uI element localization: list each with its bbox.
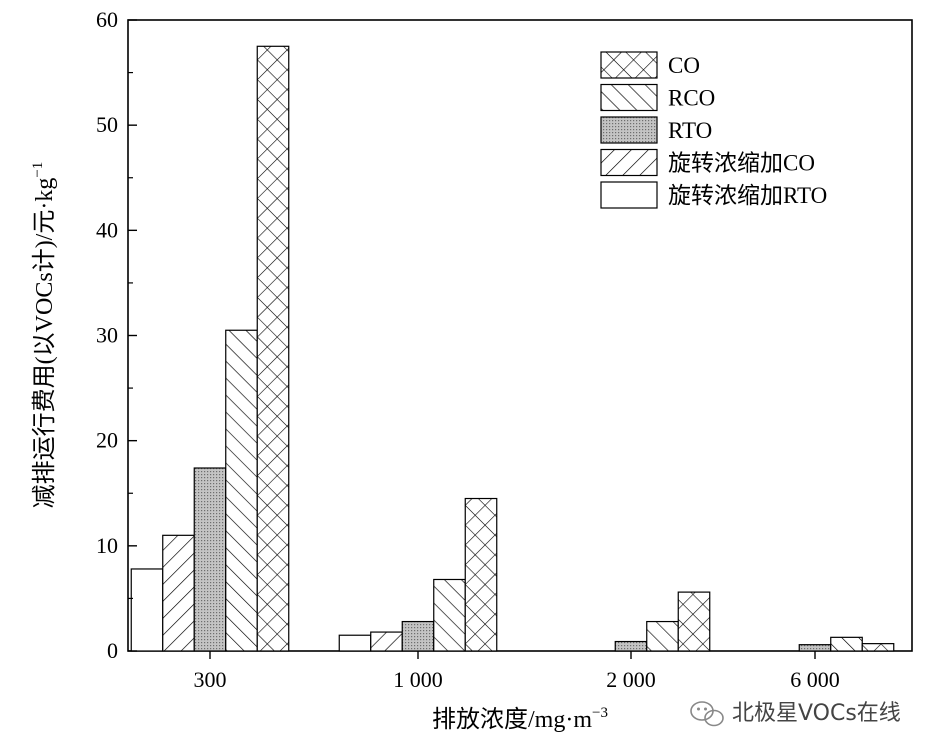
y-axis-title-sup: −1	[30, 162, 46, 178]
x-axis-title: 排放浓度/mg·m−3	[432, 705, 608, 733]
watermark-text: 北极星VOCs在线	[732, 701, 901, 726]
watermark: 北极星VOCs在线	[690, 701, 901, 727]
bar	[256, 45, 290, 652]
y-tick-label: 10	[96, 533, 118, 558]
bars-group	[130, 45, 895, 652]
legend-swatch	[600, 181, 658, 209]
legend-label: RCO	[668, 86, 715, 111]
y-tick-label: 60	[96, 7, 118, 32]
bar	[225, 329, 258, 652]
legend-label: 旋转浓缩加RTO	[668, 183, 827, 208]
plot-area: 0 10 20 30 40 50 60 300 1 000 2 000 6 000	[96, 7, 913, 692]
bar	[193, 467, 227, 652]
bar	[861, 643, 895, 652]
bar	[401, 620, 435, 652]
x-axis-title-sup: −3	[592, 705, 608, 721]
bar	[370, 631, 403, 652]
legend-swatch	[600, 116, 658, 144]
y-tick-label: 20	[96, 428, 118, 453]
y-tick-label: 50	[96, 112, 118, 137]
y-tick-label: 40	[96, 217, 118, 242]
bar	[830, 636, 863, 652]
legend-label: CO	[668, 53, 700, 78]
legend-swatch	[600, 51, 658, 79]
x-tick-label: 6 000	[790, 667, 840, 692]
y-tick-label: 0	[107, 638, 118, 663]
y-axis-title: 减排运行费用(以VOCs计)/元·kg−1	[30, 162, 58, 509]
bar	[338, 634, 372, 652]
bar	[798, 644, 832, 652]
x-tick-label: 2 000	[606, 667, 656, 692]
bar	[677, 591, 711, 652]
legend-label: 旋转浓缩加CO	[668, 151, 815, 176]
legend: CO RCO RTO 旋转浓缩加CO 旋转浓缩加RTO	[600, 51, 827, 209]
legend-swatch	[600, 148, 658, 177]
y-axis: 0 10 20 30 40 50 60	[96, 7, 137, 663]
x-axis: 300 1 000 2 000 6 000	[194, 651, 840, 692]
legend-swatch	[600, 83, 658, 112]
x-tick-label: 300	[194, 667, 227, 692]
bar	[614, 640, 648, 652]
y-tick-label: 30	[96, 323, 118, 348]
x-axis-title-text: 排放浓度/mg·m	[432, 706, 592, 733]
wechat-icon	[690, 701, 724, 727]
bar	[433, 578, 466, 652]
bar	[646, 620, 679, 652]
bar	[130, 568, 164, 652]
x-tick-label: 1 000	[393, 667, 443, 692]
y-axis-title-text: 减排运行费用(以VOCs计)/元·kg	[31, 178, 58, 509]
legend-label: RTO	[668, 118, 712, 143]
bar	[464, 497, 498, 652]
bar	[162, 534, 195, 652]
